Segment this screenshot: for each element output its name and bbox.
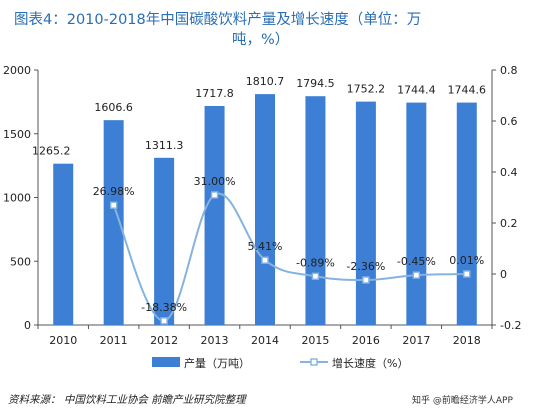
x-tick-label: 2018 [453,334,481,347]
bar-value-label: 1794.5 [296,77,335,90]
bar [355,101,376,325]
bar [406,102,427,326]
bar [204,105,225,325]
x-tick-label: 2012 [150,334,178,347]
bar-value-label: 1311.3 [145,139,184,152]
bar [103,120,124,325]
bar [305,96,326,325]
growth-value-label: -2.36% [346,260,385,273]
y-right-tick-label: 0.2 [500,217,518,230]
bar-value-label: 1265.2 [32,145,71,158]
legend-line-label: 增长速度（%） [332,356,408,370]
x-tick-label: 2014 [251,334,279,347]
growth-value-label: 5.41% [248,240,283,253]
growth-point [109,201,118,209]
legend-bar-swatch [152,357,180,367]
growth-point [463,270,471,278]
y-right-tick-label: -0.2 [500,319,521,332]
bar [255,94,275,326]
chart-title-line2: 吨，%） [232,31,289,48]
y-right-tick-label: 0.4 [500,166,518,179]
bar [53,163,74,325]
y-left-tick-label: 1500 [3,128,31,141]
y-left-tick-label: 2000 [3,64,31,77]
y-right-tick-label: 0 [500,268,507,281]
growth-value-label: 0.01% [449,254,484,267]
growth-point [160,317,168,325]
bar [456,102,477,325]
x-tick-label: 2011 [100,334,128,347]
y-left-tick-label: 0 [24,319,31,332]
x-tick-label: 2015 [301,334,329,347]
plot-area: 0 500 1000 1500 2000 -0.2 0 0.2 0.4 0.6 0.8 2010 201… [3,64,521,347]
bar-value-label: 1606.6 [94,101,133,114]
bar-value-label: 1744.4 [397,84,436,97]
bar-value-label: 1744.6 [448,84,487,97]
growth-value-label: 26.98% [93,185,135,198]
growth-point [210,191,219,199]
y-left-tick-label: 500 [10,255,31,268]
growth-point [261,256,269,264]
growth-value-label: -18.38% [141,301,187,314]
y-right-tick-label: 0.6 [500,115,518,128]
growth-point [412,271,421,279]
legend-bar-label: 产量（万吨） [184,356,250,370]
x-tick-label: 2016 [352,334,380,347]
growth-value-label: 31.00% [194,175,236,188]
bar-value-label: 1810.7 [246,75,285,88]
x-tick-label: 2010 [49,334,77,347]
growth-point [311,272,320,280]
bar-value-label: 1752.2 [347,83,386,96]
y-right-tick-label: 0.8 [500,64,518,77]
legend-line-marker [310,358,318,366]
growth-value-label: -0.45% [397,255,436,268]
watermark: 知乎 @前瞻经济学人APP [412,394,513,406]
source-note: 资料来源： 中国饮料工业协会 前瞻产业研究院整理 [8,394,247,406]
y-left-tick-label: 1000 [3,192,31,205]
chart-title-line1: 图表4：2010-2018年中国碳酸饮料产量及增长速度（单位：万 [14,11,421,28]
x-tick-label: 2017 [402,334,430,347]
bar [154,157,175,325]
growth-value-label: -0.89% [296,256,335,269]
x-tick-label: 2013 [201,334,229,347]
legend: 产量（万吨） 增长速度（%） [152,356,408,370]
bar-value-label: 1717.8 [195,87,234,100]
growth-point [362,276,370,284]
